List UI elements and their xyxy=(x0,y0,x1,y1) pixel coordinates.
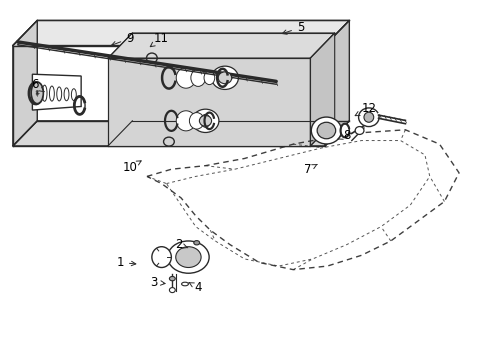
Ellipse shape xyxy=(35,84,40,102)
Ellipse shape xyxy=(64,88,69,101)
Ellipse shape xyxy=(181,282,188,286)
Ellipse shape xyxy=(176,111,195,131)
Ellipse shape xyxy=(193,240,199,245)
Ellipse shape xyxy=(169,288,175,293)
Ellipse shape xyxy=(200,114,210,127)
Text: 7: 7 xyxy=(304,163,316,176)
Ellipse shape xyxy=(175,247,201,267)
Ellipse shape xyxy=(354,127,363,134)
Text: 11: 11 xyxy=(150,32,169,47)
Text: 10: 10 xyxy=(122,161,141,174)
Ellipse shape xyxy=(190,69,205,86)
Ellipse shape xyxy=(152,247,171,267)
Polygon shape xyxy=(13,21,37,146)
Polygon shape xyxy=(108,58,310,146)
Ellipse shape xyxy=(311,117,341,144)
Ellipse shape xyxy=(358,108,378,127)
Text: 1: 1 xyxy=(116,256,136,269)
Polygon shape xyxy=(310,33,334,146)
Text: 3: 3 xyxy=(150,276,165,289)
Ellipse shape xyxy=(340,124,348,137)
Text: 4: 4 xyxy=(189,281,202,294)
Ellipse shape xyxy=(167,241,209,273)
Ellipse shape xyxy=(31,82,43,104)
Ellipse shape xyxy=(189,113,203,129)
Ellipse shape xyxy=(49,86,54,101)
Text: 2: 2 xyxy=(175,238,187,251)
Text: 5: 5 xyxy=(282,21,304,34)
Text: 8: 8 xyxy=(337,129,350,142)
Polygon shape xyxy=(13,121,348,146)
Ellipse shape xyxy=(203,71,214,85)
Text: 6: 6 xyxy=(31,78,44,92)
Ellipse shape xyxy=(71,89,76,100)
Polygon shape xyxy=(108,33,334,58)
Ellipse shape xyxy=(57,87,61,101)
Text: 9: 9 xyxy=(111,32,133,46)
Ellipse shape xyxy=(211,66,238,89)
Ellipse shape xyxy=(199,116,211,126)
Ellipse shape xyxy=(169,276,175,281)
Ellipse shape xyxy=(192,109,219,132)
Ellipse shape xyxy=(218,72,231,84)
Polygon shape xyxy=(32,74,81,110)
Ellipse shape xyxy=(363,112,373,122)
Ellipse shape xyxy=(317,122,335,139)
Polygon shape xyxy=(325,21,348,146)
Ellipse shape xyxy=(176,67,195,88)
Ellipse shape xyxy=(42,85,47,101)
Polygon shape xyxy=(13,21,348,45)
Text: 12: 12 xyxy=(354,102,376,116)
